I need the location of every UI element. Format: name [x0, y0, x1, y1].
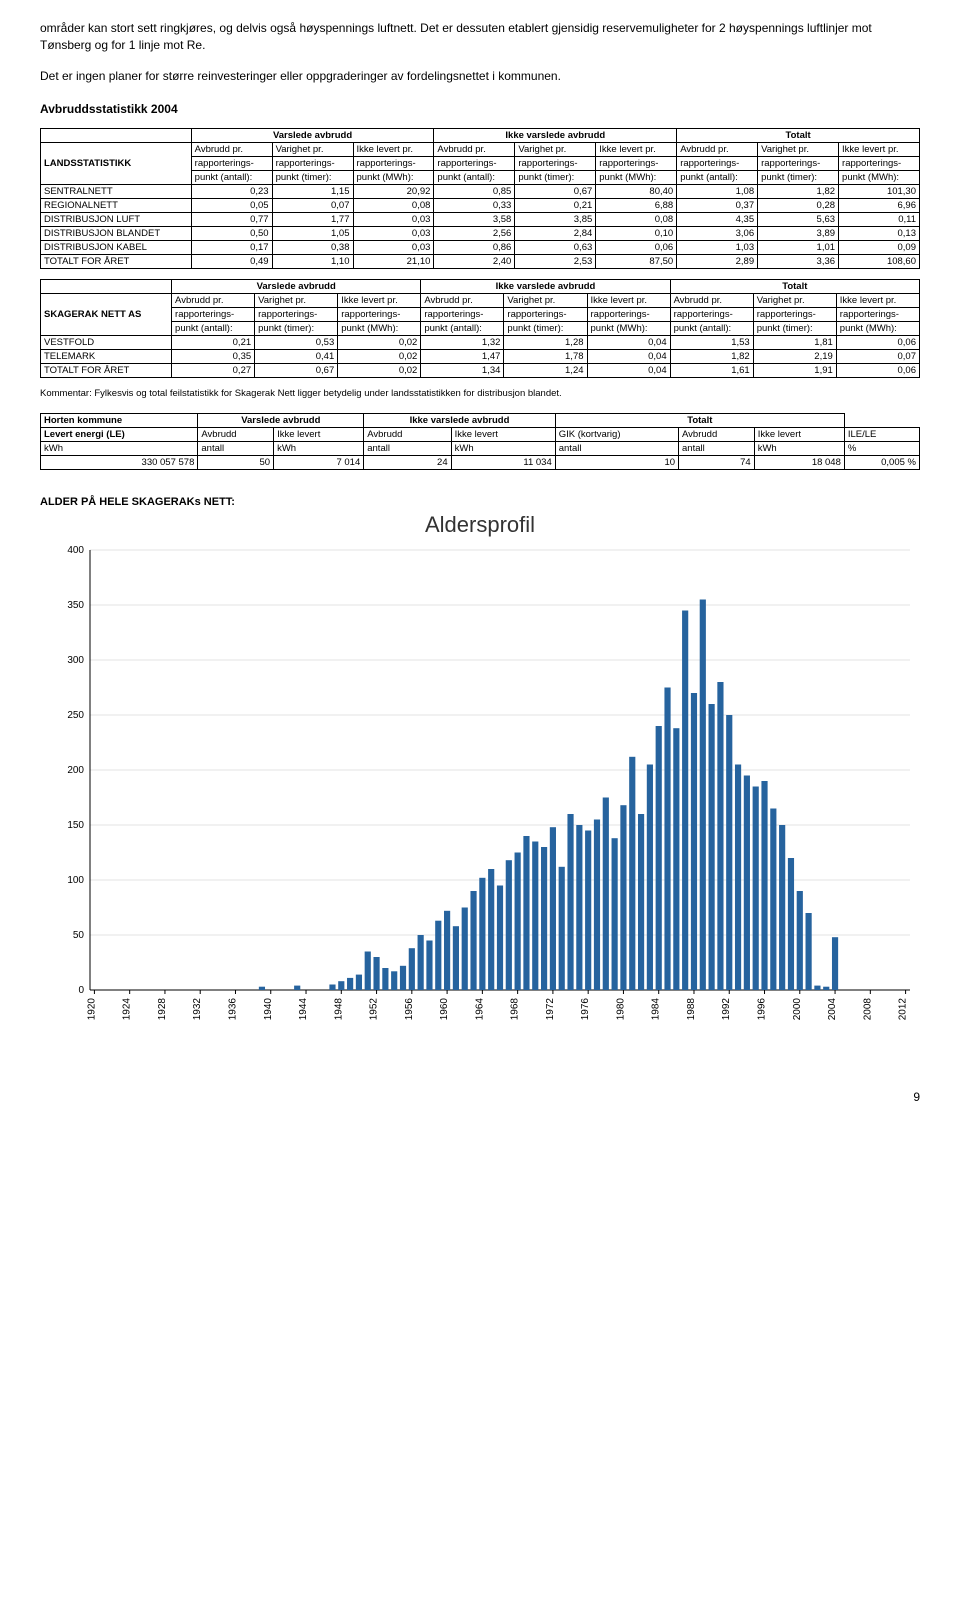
svg-text:1948: 1948 [333, 998, 344, 1021]
svg-text:1940: 1940 [263, 998, 274, 1021]
table-row: DISTRIBUSJON KABEL0,170,380,030,860,630,… [41, 241, 920, 255]
svg-text:1924: 1924 [122, 998, 133, 1021]
svg-text:1928: 1928 [157, 998, 168, 1021]
svg-text:1932: 1932 [192, 998, 203, 1021]
table-horten: Horten kommuneVarslede avbruddIkke varsl… [40, 413, 920, 470]
table-row: DISTRIBUSJON BLANDET0,501,050,032,562,84… [41, 227, 920, 241]
table-row: 330 057 578507 0142411 034107418 0480,00… [41, 456, 920, 470]
svg-text:1988: 1988 [686, 998, 697, 1021]
table-row: SENTRALNETT0,231,1520,920,850,6780,401,0… [41, 185, 920, 199]
svg-text:400: 400 [67, 545, 84, 556]
section-heading: Avbruddsstatistikk 2004 [40, 102, 920, 116]
svg-text:2004: 2004 [827, 998, 838, 1021]
svg-text:0: 0 [78, 985, 84, 996]
table-row: TELEMARK0,350,410,021,471,780,041,822,19… [41, 350, 920, 364]
table-row: REGIONALNETT0,050,070,080,330,216,880,37… [41, 199, 920, 213]
svg-text:1972: 1972 [545, 998, 556, 1021]
paragraph-1: områder kan stort sett ringkjøres, og de… [40, 20, 920, 54]
svg-text:1980: 1980 [615, 998, 626, 1021]
svg-text:2012: 2012 [898, 998, 909, 1021]
svg-text:1960: 1960 [439, 998, 450, 1021]
svg-text:1996: 1996 [757, 998, 768, 1021]
svg-text:1956: 1956 [404, 998, 415, 1021]
svg-text:150: 150 [67, 820, 84, 831]
svg-text:2008: 2008 [862, 998, 873, 1021]
svg-text:250: 250 [67, 710, 84, 721]
paragraph-2: Det er ingen planer for større reinveste… [40, 68, 920, 85]
table-row: VESTFOLD0,210,530,021,321,280,041,531,81… [41, 336, 920, 350]
table-row: TOTALT FOR ÅRET0,270,670,021,341,240,041… [41, 364, 920, 378]
svg-text:200: 200 [67, 765, 84, 776]
table-row: DISTRIBUSJON LUFT0,771,770,033,583,850,0… [41, 213, 920, 227]
svg-text:1944: 1944 [298, 998, 309, 1021]
table-row: TOTALT FOR ÅRET0,491,1021,102,402,5387,5… [41, 255, 920, 269]
svg-text:100: 100 [67, 875, 84, 886]
svg-text:1964: 1964 [474, 998, 485, 1021]
svg-text:1976: 1976 [580, 998, 591, 1021]
svg-text:1968: 1968 [510, 998, 521, 1021]
svg-text:350: 350 [67, 600, 84, 611]
svg-text:300: 300 [67, 655, 84, 666]
table-landsstatistikk: Varslede avbruddIkke varslede avbruddTot… [40, 128, 920, 269]
page-number: 9 [40, 1090, 920, 1104]
svg-text:1936: 1936 [227, 998, 238, 1021]
chart-label: ALDER PÅ HELE SKAGERAKs NETT: [40, 496, 920, 508]
svg-text:1920: 1920 [86, 998, 97, 1021]
skagerak-comment: Kommentar: Fylkesvis og total feilstatis… [40, 388, 920, 399]
svg-text:50: 50 [73, 930, 85, 941]
svg-text:1992: 1992 [721, 998, 732, 1021]
svg-text:2000: 2000 [792, 998, 803, 1021]
chart-svg: 0 50 100 150 200 250 300 350 400 1920 1924 1928 1932… [40, 530, 920, 1050]
svg-text:1984: 1984 [651, 998, 662, 1021]
table-skagerak: Varslede avbruddIkke varslede avbruddTot… [40, 279, 920, 378]
aldersprofil-chart: ALDER PÅ HELE SKAGERAKs NETT: Aldersprof… [40, 496, 920, 1050]
svg-text:1952: 1952 [369, 998, 380, 1021]
